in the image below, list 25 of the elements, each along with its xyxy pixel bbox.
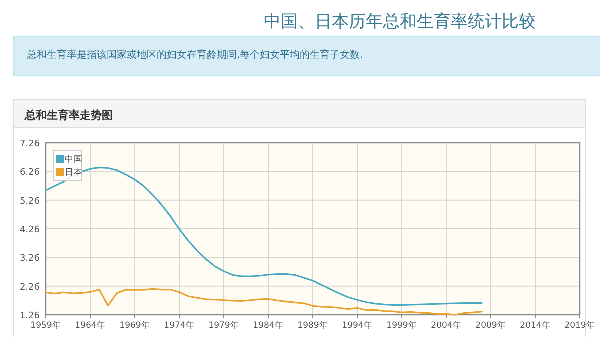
x-tick-label: 1979年: [208, 320, 240, 331]
annotation: 总和生育率走势图: [25, 109, 113, 122]
legend-label: 日本: [65, 167, 83, 178]
x-tick-label: 1964年: [75, 320, 106, 331]
y-tick-label: 5.26: [20, 196, 40, 207]
x-tick-label: 2014年: [520, 320, 551, 331]
x-tick-label: 1959年: [30, 320, 62, 331]
x-tick-label: 1974年: [164, 320, 195, 331]
title: 中国、日本历年总和生育率统计比较: [264, 12, 536, 32]
y-tick-label: 7.26: [20, 140, 40, 150]
x-tick-label: 1989年: [298, 320, 328, 331]
y-tick-label: 6.26: [20, 168, 40, 178]
y-tick-label: 1.26: [20, 312, 40, 322]
x-tick-label: 2004年: [431, 320, 462, 331]
subtitle: 总和生育率是指该国家或地区的妇女在育龄期间,每个妇女平均的生育子女数.: [27, 50, 364, 61]
y-tick-label: 2.26: [20, 282, 40, 293]
legend-label: 中国: [65, 154, 83, 165]
x-tick-label: 2019年: [564, 320, 596, 331]
y-tick-label: 3.26: [20, 254, 40, 264]
x-tick-label: 1984年: [253, 320, 284, 331]
x-tick-label: 1999年: [386, 320, 418, 331]
y-tick-label: 4.26: [20, 226, 40, 236]
x-tick-label: 2009年: [476, 320, 506, 331]
x-tick-label: 1969年: [120, 320, 150, 331]
x-tick-label: 1994年: [342, 320, 373, 331]
